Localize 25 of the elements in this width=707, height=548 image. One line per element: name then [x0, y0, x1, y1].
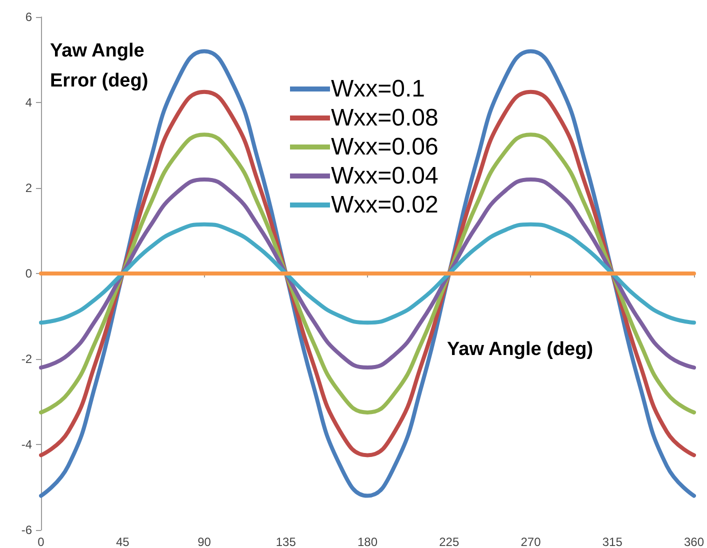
- x-tick-label: 270: [520, 535, 542, 548]
- x-tick-label: 180: [357, 535, 378, 548]
- y-axis-title: Yaw Angle Error (deg): [50, 40, 150, 92]
- y-tick-label: -4: [21, 438, 32, 452]
- x-tick-label: 45: [116, 535, 130, 548]
- x-tick-label: 0: [38, 535, 45, 548]
- y-tick-label: -6: [21, 523, 32, 537]
- y-tick-label: 6: [25, 10, 32, 24]
- line-series: [39, 132, 696, 414]
- x-tick-label: 315: [602, 535, 623, 548]
- x-tick-label: 360: [684, 535, 704, 548]
- line-series: [39, 222, 696, 325]
- x-tick-label: 90: [198, 535, 212, 548]
- legend-label: Wxx=0.08: [331, 104, 438, 132]
- y-tick-label: 2: [25, 181, 32, 195]
- y-tick-label: 0: [25, 266, 32, 280]
- legend-label: Wxx=0.1: [331, 76, 426, 102]
- x-axis-title: Yaw Angle (deg): [447, 339, 594, 360]
- legend-label: Wxx=0.06: [331, 134, 438, 160]
- legend-label: Wxx=0.04: [331, 162, 438, 190]
- y-tick-label: 4: [25, 96, 32, 110]
- y-tick-label: -2: [21, 352, 32, 366]
- x-tick-label: 135: [276, 535, 296, 548]
- x-tick-label: 225: [439, 535, 460, 548]
- legend-label: Wxx=0.02: [331, 192, 438, 218]
